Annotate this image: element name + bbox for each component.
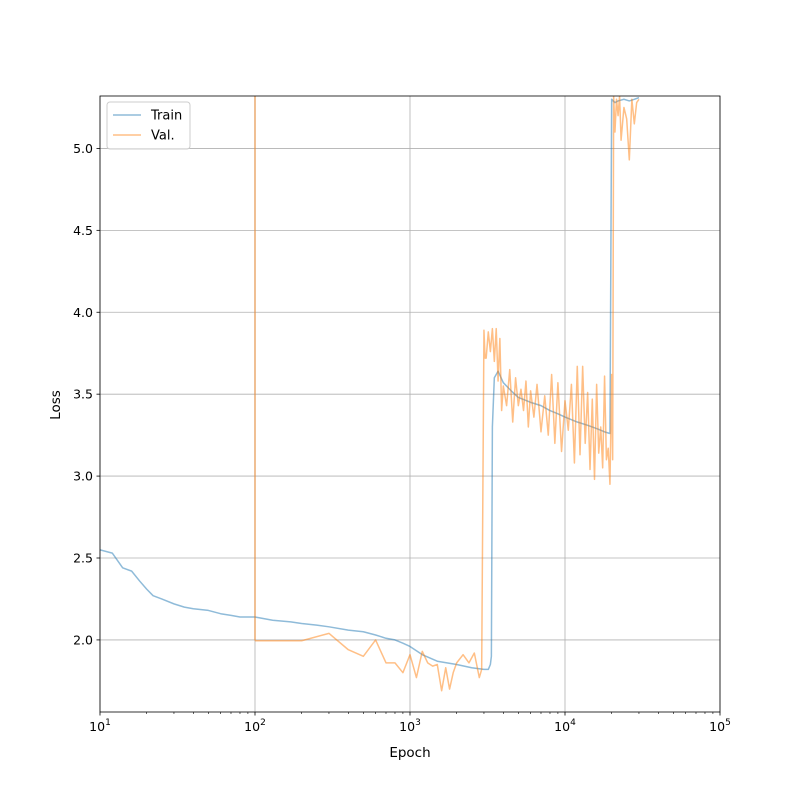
legend: Train Val.: [106, 101, 191, 150]
axis-ticks: 101 102 103 104 105 2.0 2.5 3.0 3.5 4.0 4.5 5.0: [73, 141, 731, 734]
y-tick-label: 3.0: [73, 469, 93, 484]
y-tick-label: 4.0: [73, 305, 93, 320]
legend-label-train: Train: [150, 109, 182, 124]
x-tick-label: 102: [244, 718, 266, 734]
series-line-train: [100, 96, 640, 671]
x-tick-label: 101: [89, 718, 111, 734]
y-axis-label: Loss: [48, 390, 64, 420]
x-tick-label: 105: [709, 718, 731, 734]
x-tick-label: 103: [399, 718, 421, 734]
series-group: [100, 96, 640, 692]
legend-label-val: Val.: [151, 129, 175, 144]
y-tick-label: 2.5: [73, 551, 93, 566]
series-line-val: [254, 96, 640, 692]
y-tick-label: 3.5: [73, 387, 93, 402]
x-tick-label: 104: [554, 718, 576, 734]
y-tick-label: 2.0: [73, 632, 93, 647]
x-axis-label: Epoch: [389, 745, 430, 761]
y-tick-label: 4.5: [73, 223, 93, 238]
y-tick-label: 5.0: [73, 141, 93, 156]
legend-box: [106, 101, 191, 150]
grid: [99, 96, 721, 712]
